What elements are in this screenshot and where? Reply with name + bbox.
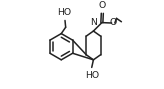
Text: O: O xyxy=(110,18,117,27)
Text: HO: HO xyxy=(58,8,72,17)
Text: HO: HO xyxy=(85,71,100,80)
Text: N: N xyxy=(90,18,97,27)
Text: O: O xyxy=(99,1,106,10)
